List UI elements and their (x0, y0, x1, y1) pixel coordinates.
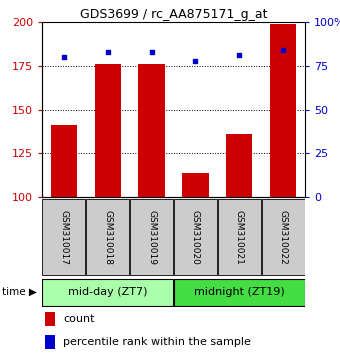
Point (105, 49, 110, 55)
Bar (270, 24, 296, 197)
Bar (42, 199, 85, 275)
Bar (86, 199, 129, 275)
Bar (182, 172, 208, 197)
Bar (174, 199, 217, 275)
Point (61, 54, 67, 60)
Text: time ▶: time ▶ (2, 287, 37, 297)
Point (193, 58, 198, 63)
Bar (45, 312, 55, 326)
Text: midnight (ZT19): midnight (ZT19) (194, 287, 285, 297)
Bar (138, 64, 165, 197)
Point (149, 49, 154, 55)
Text: GSM310020: GSM310020 (191, 210, 200, 264)
Text: percentile rank within the sample: percentile rank within the sample (63, 337, 251, 347)
Bar (45, 335, 55, 349)
Text: GSM310021: GSM310021 (235, 210, 244, 264)
Bar (174, 279, 305, 306)
Bar (95, 64, 121, 197)
Bar (130, 199, 173, 275)
Text: GSM310019: GSM310019 (147, 210, 156, 264)
Bar (218, 199, 261, 275)
Title: GDS3699 / rc_AA875171_g_at: GDS3699 / rc_AA875171_g_at (80, 8, 267, 21)
Bar (42, 279, 173, 306)
Bar (261, 199, 305, 275)
Bar (226, 134, 252, 197)
Point (280, 47, 286, 53)
Text: mid-day (ZT7): mid-day (ZT7) (68, 287, 148, 297)
Text: GSM310018: GSM310018 (103, 210, 112, 264)
Text: count: count (63, 314, 95, 324)
Text: GSM310017: GSM310017 (59, 210, 68, 264)
Text: GSM310022: GSM310022 (278, 210, 288, 264)
Point (237, 52, 242, 58)
Bar (51, 125, 77, 197)
